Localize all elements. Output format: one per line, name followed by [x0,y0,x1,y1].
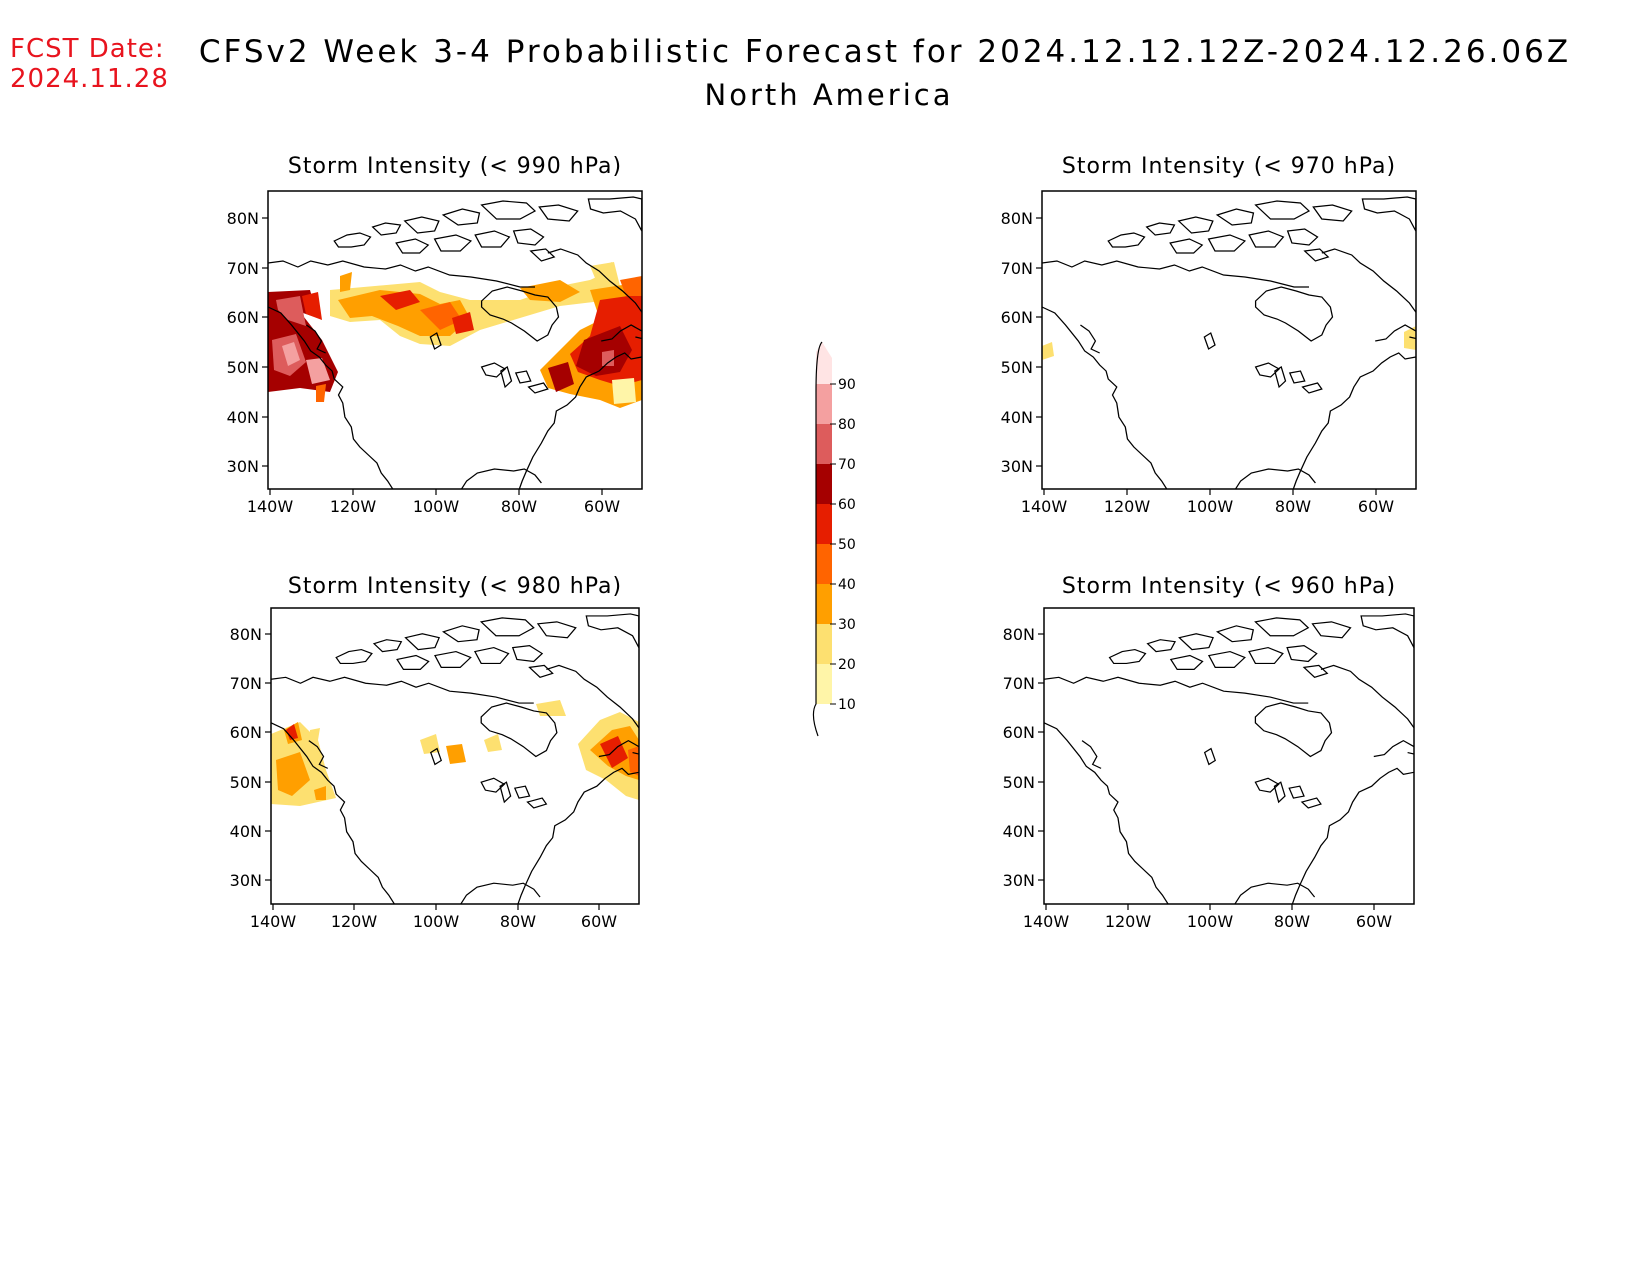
page-title: CFSv2 Week 3-4 Probabilistic Forecast fo… [198,34,1572,70]
lon-tick-label: 100W [413,497,460,516]
lon-tick-label: 60W [581,912,617,931]
colorbar-label: 80 [838,417,856,433]
colorbar-label: 90 [838,377,856,393]
lon-tick-label: 80W [1274,912,1310,931]
lat-tick-label: 70N [1003,674,1035,693]
panel-990: Storm Intensity (< 990 hPa) [268,154,642,408]
forecast-date-block: FCST Date: 2024.11.28 [10,34,169,94]
axes-layer: 80N 70N 60N 50N 40N 30N 140W 120W 100W 80W 60W 80N 7… [227,209,1395,931]
lon-tick-label: 140W [250,912,297,931]
lat-tick-label: 30N [230,871,262,890]
lat-tick-label: 50N [1001,358,1033,377]
lon-tick-label: 80W [501,497,537,516]
colorbar-segment [816,464,832,504]
lon-tick-label: 140W [1023,912,1070,931]
panel-title: Storm Intensity (< 960 hPa) [1062,574,1396,599]
lat-tick-label: 40N [227,408,259,427]
colorbar-label: 40 [838,577,856,593]
lon-tick-label: 120W [1105,912,1152,931]
lon-tick-label: 80W [500,912,536,931]
probability-shading [1042,326,1416,360]
lon-tick-label: 60W [1356,912,1392,931]
lat-tick-label: 60N [1001,308,1033,327]
lon-tick-label: 60W [1358,497,1394,516]
lat-tick-label: 40N [230,822,262,841]
region-subtitle: North America [704,78,954,112]
panel-980: Storm Intensity (< 980 hPa) [271,574,639,806]
lon-tick-label: 120W [1104,497,1151,516]
map-frame [270,607,640,905]
panel-title: Storm Intensity (< 980 hPa) [288,574,622,599]
panel-title: Storm Intensity (< 970 hPa) [1062,154,1396,179]
lat-tick-label: 70N [1001,259,1033,278]
colorbar-segment [816,584,832,624]
lat-tick-label: 30N [227,457,259,476]
lat-tick-label: 40N [1001,408,1033,427]
lat-tick-label: 60N [227,308,259,327]
colorbar-label: 20 [838,657,856,673]
fcst-date-value: 2024.11.28 [10,64,169,94]
lon-tick-label: 60W [584,497,620,516]
lat-tick-label: 80N [1003,625,1035,644]
colorbar-segment [816,424,832,464]
lat-tick-label: 30N [1003,871,1035,890]
lat-tick-label: 30N [1001,457,1033,476]
colorbar-label: 70 [838,457,856,473]
colorbar-label: 60 [838,497,856,513]
lat-tick-label: 80N [227,209,259,228]
colorbar-label: 10 [838,697,856,713]
colorbar-label: 30 [838,617,856,633]
lat-tick-label: 80N [1001,209,1033,228]
colorbar-label: 50 [838,537,856,553]
lat-tick-label: 40N [1003,822,1035,841]
probability-shading [271,700,639,806]
lat-tick-label: 60N [230,723,262,742]
colorbar-segment [816,342,832,384]
lat-tick-label: 50N [230,773,262,792]
colorbar-segment [816,544,832,584]
lat-tick-label: 50N [227,358,259,377]
lat-tick-label: 60N [1003,723,1035,742]
panel-title: Storm Intensity (< 990 hPa) [288,154,622,179]
fcst-date-label: FCST Date: [10,34,165,64]
lon-tick-label: 100W [1187,497,1234,516]
lat-tick-label: 80N [230,625,262,644]
coastlines [1042,196,1416,489]
lat-tick-label: 70N [230,674,262,693]
coastlines [1044,613,1414,904]
lon-tick-label: 100W [413,912,460,931]
lon-tick-label: 80W [1275,497,1311,516]
colorbar-segment [816,384,832,424]
map-frame [1041,190,1417,490]
lon-tick-label: 120W [330,497,377,516]
map-frame [1043,607,1415,905]
colorbar-segment [816,504,832,544]
lon-tick-label: 100W [1187,912,1234,931]
panel-970: Storm Intensity (< 970 hPa) [1042,154,1416,360]
lat-tick-label: 70N [227,259,259,278]
panel-960: Storm Intensity (< 960 hPa) [1062,574,1396,599]
lon-tick-label: 140W [247,497,294,516]
colorbar: 10 20 30 40 50 60 70 80 90 [812,341,856,737]
probability-shading [268,262,642,408]
lon-tick-label: 140W [1021,497,1068,516]
lat-tick-label: 50N [1003,773,1035,792]
lon-tick-label: 120W [331,912,378,931]
map-frame [267,190,643,490]
colorbar-segment [816,664,832,704]
colorbar-segment [816,624,832,664]
